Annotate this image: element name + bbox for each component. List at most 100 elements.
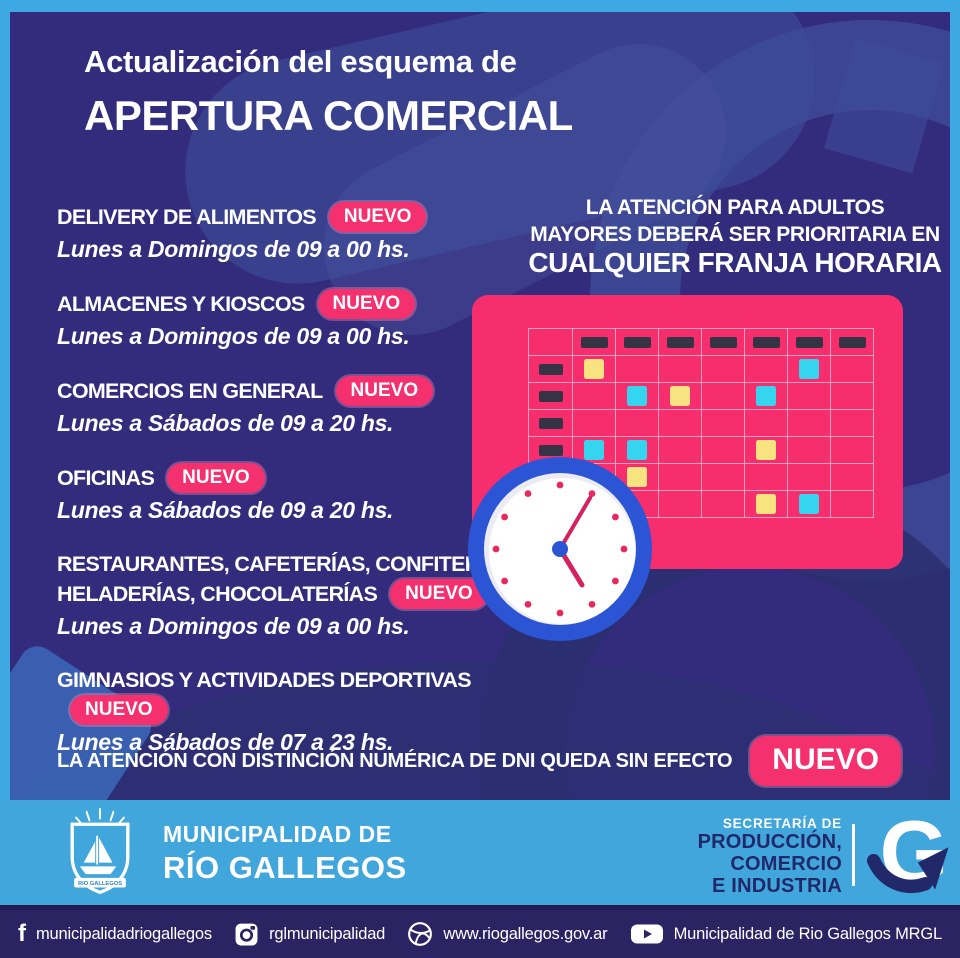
instagram-handle: rglmunicipalidad xyxy=(269,924,386,943)
clock-illustration xyxy=(468,457,652,641)
calendar-cell xyxy=(788,410,831,437)
secretary-line2: PRODUCCIÓN, xyxy=(697,831,842,853)
calendar-cell xyxy=(573,410,616,437)
calendar-cell xyxy=(831,437,874,464)
secretary-line1: SECRETARÍA DE xyxy=(722,816,842,831)
social-website[interactable]: www.riogallegos.gov.ar xyxy=(407,921,608,947)
social-youtube[interactable]: Municipalidad de Rio Gallegos MRGL xyxy=(630,922,942,946)
calendar-cell xyxy=(529,383,573,410)
website-url: www.riogallegos.gov.ar xyxy=(443,924,608,943)
secretary-line4: E INDUSTRIA xyxy=(712,875,842,897)
calendar-cell xyxy=(659,491,702,518)
priority-line1: LA ATENCIÓN PARA ADULTOS xyxy=(585,196,885,219)
schedule-item-delivery: DELIVERY DE ALIMENTOS NUEVO Lunes a Domin… xyxy=(57,202,562,266)
youtube-icon xyxy=(630,924,663,944)
calendar-cell xyxy=(659,437,702,464)
title-line1: Actualización del esquema de xyxy=(84,44,517,79)
calendar-cell xyxy=(659,383,702,410)
calendar-cell xyxy=(573,329,616,356)
ship-sail xyxy=(99,837,113,863)
item-schedule: Lunes a Domingos de 09 a 00 hs. xyxy=(57,613,410,639)
calendar-cell xyxy=(745,356,788,383)
calendar-cell xyxy=(702,491,745,518)
calendar-cell xyxy=(831,356,874,383)
g-logo-arrow-head xyxy=(917,847,949,890)
priority-line3: CUALQUIER FRANJA HORARIA xyxy=(528,247,942,278)
calendar-cell xyxy=(831,329,874,356)
item-name: GIMNASIOS Y ACTIVIDADES DEPORTIVAS xyxy=(57,668,472,692)
dni-notice: LA ATENCIÓN CON DISTINCIÓN NUMÉRICA DE D… xyxy=(57,736,937,786)
calendar-cell xyxy=(616,356,659,383)
calendar-cell xyxy=(788,464,831,491)
calendar-cell xyxy=(831,410,874,437)
calendar-cell xyxy=(702,329,745,356)
schedule-item-restaurantes: RESTAURANTES, CAFETERÍAS, CONFITERÍAS, H… xyxy=(57,550,562,643)
secretary-block: SECRETARÍA DE PRODUCCIÓN, COMERCIO E IND… xyxy=(698,816,842,897)
facebook-icon xyxy=(18,922,26,946)
calendar-cell xyxy=(659,410,702,437)
calendar-cell xyxy=(529,410,573,437)
calendar-cell xyxy=(745,437,788,464)
priority-line2: MAYORES DEBERÁ SER PRIORITARIA EN xyxy=(530,223,940,246)
item-schedule: Lunes a Sábados de 09 a 20 hs. xyxy=(57,410,394,436)
calendar-cell xyxy=(529,329,573,356)
nuevo-badge-large: NUEVO xyxy=(750,736,901,786)
instagram-icon xyxy=(235,923,258,945)
footer-divider xyxy=(852,824,855,886)
g-arrow-logo: G xyxy=(866,808,949,898)
municipality-line2: RÍO GALLEGOS xyxy=(163,850,407,885)
facebook-handle: municipalidadriogallegos xyxy=(36,924,212,943)
nuevo-badge: NUEVO xyxy=(328,202,427,232)
priority-headline: LA ATENCIÓN PARA ADULTOS MAYORES DEBERÁ … xyxy=(525,194,945,278)
ship-hull xyxy=(79,866,117,875)
schedule-item-comercios: COMERCIOS EN GENERAL NUEVO Lunes a Sábado… xyxy=(57,376,562,440)
calendar-cell xyxy=(788,329,831,356)
item-schedule: Lunes a Domingos de 09 a 00 hs. xyxy=(57,236,410,262)
item-name: RESTAURANTES, CAFETERÍAS, CONFITERÍAS, H… xyxy=(57,552,519,606)
item-name: COMERCIOS EN GENERAL xyxy=(57,379,323,403)
shield-caption: RIO GALLEGOS xyxy=(78,881,122,887)
footer-band: RIO GALLEGOS MUNICIPALIDAD DE RÍO GALLEG… xyxy=(0,800,960,905)
calendar-cell xyxy=(659,464,702,491)
calendar-cell xyxy=(616,410,659,437)
calendar-cell xyxy=(745,383,788,410)
calendar-cell xyxy=(702,464,745,491)
calendar-cell xyxy=(831,464,874,491)
calendar-cell xyxy=(831,491,874,518)
nuevo-badge: NUEVO xyxy=(167,463,265,493)
page-title: Actualización del esquema de APERTURA CO… xyxy=(84,44,573,140)
nuevo-badge: NUEVO xyxy=(317,289,416,319)
item-name: OFICINAS xyxy=(57,466,155,490)
calendar-cell xyxy=(573,383,616,410)
g-logo-arrow-tail xyxy=(866,853,933,894)
calendar-cell xyxy=(616,329,659,356)
calendar-cell xyxy=(702,356,745,383)
calendar-cell xyxy=(788,491,831,518)
calendar-cell xyxy=(702,383,745,410)
municipality-shield-logo: RIO GALLEGOS xyxy=(70,807,130,895)
schedule-item-almacenes: ALMACENES Y KIOSCOS NUEVO Lunes a Domingo… xyxy=(57,289,562,353)
item-schedule: Lunes a Domingos de 09 a 00 hs. xyxy=(57,323,410,349)
dni-notice-text: LA ATENCIÓN CON DISTINCIÓN NUMÉRICA DE D… xyxy=(57,749,733,772)
municipality-line1: MUNICIPALIDAD DE xyxy=(163,821,392,847)
calendar-cell xyxy=(745,329,788,356)
social-instagram[interactable]: rglmunicipalidad xyxy=(234,922,385,947)
calendar-cell xyxy=(831,383,874,410)
globe-icon xyxy=(408,922,433,946)
poster-main: Actualización del esquema de APERTURA CO… xyxy=(10,12,950,800)
title-line2: APERTURA COMERCIAL xyxy=(84,92,573,139)
municipality-name: MUNICIPALIDAD DE RÍO GALLEGOS xyxy=(163,821,407,886)
item-name: DELIVERY DE ALIMENTOS xyxy=(57,205,317,229)
calendar-cell xyxy=(788,356,831,383)
item-name: ALMACENES Y KIOSCOS xyxy=(57,292,305,316)
calendar-cell xyxy=(745,464,788,491)
calendar-cell xyxy=(745,410,788,437)
calendar-cell xyxy=(702,437,745,464)
social-bar: municipalidadriogallegos rglmunicipalida… xyxy=(0,905,960,958)
social-facebook[interactable]: municipalidadriogallegos xyxy=(18,922,212,946)
nuevo-badge: NUEVO xyxy=(70,695,168,725)
schedule-item-oficinas: OFICINAS NUEVO Lunes a Sábados de 09 a 20… xyxy=(57,463,562,527)
calendar-cell xyxy=(702,410,745,437)
ship-sail xyxy=(83,841,96,863)
